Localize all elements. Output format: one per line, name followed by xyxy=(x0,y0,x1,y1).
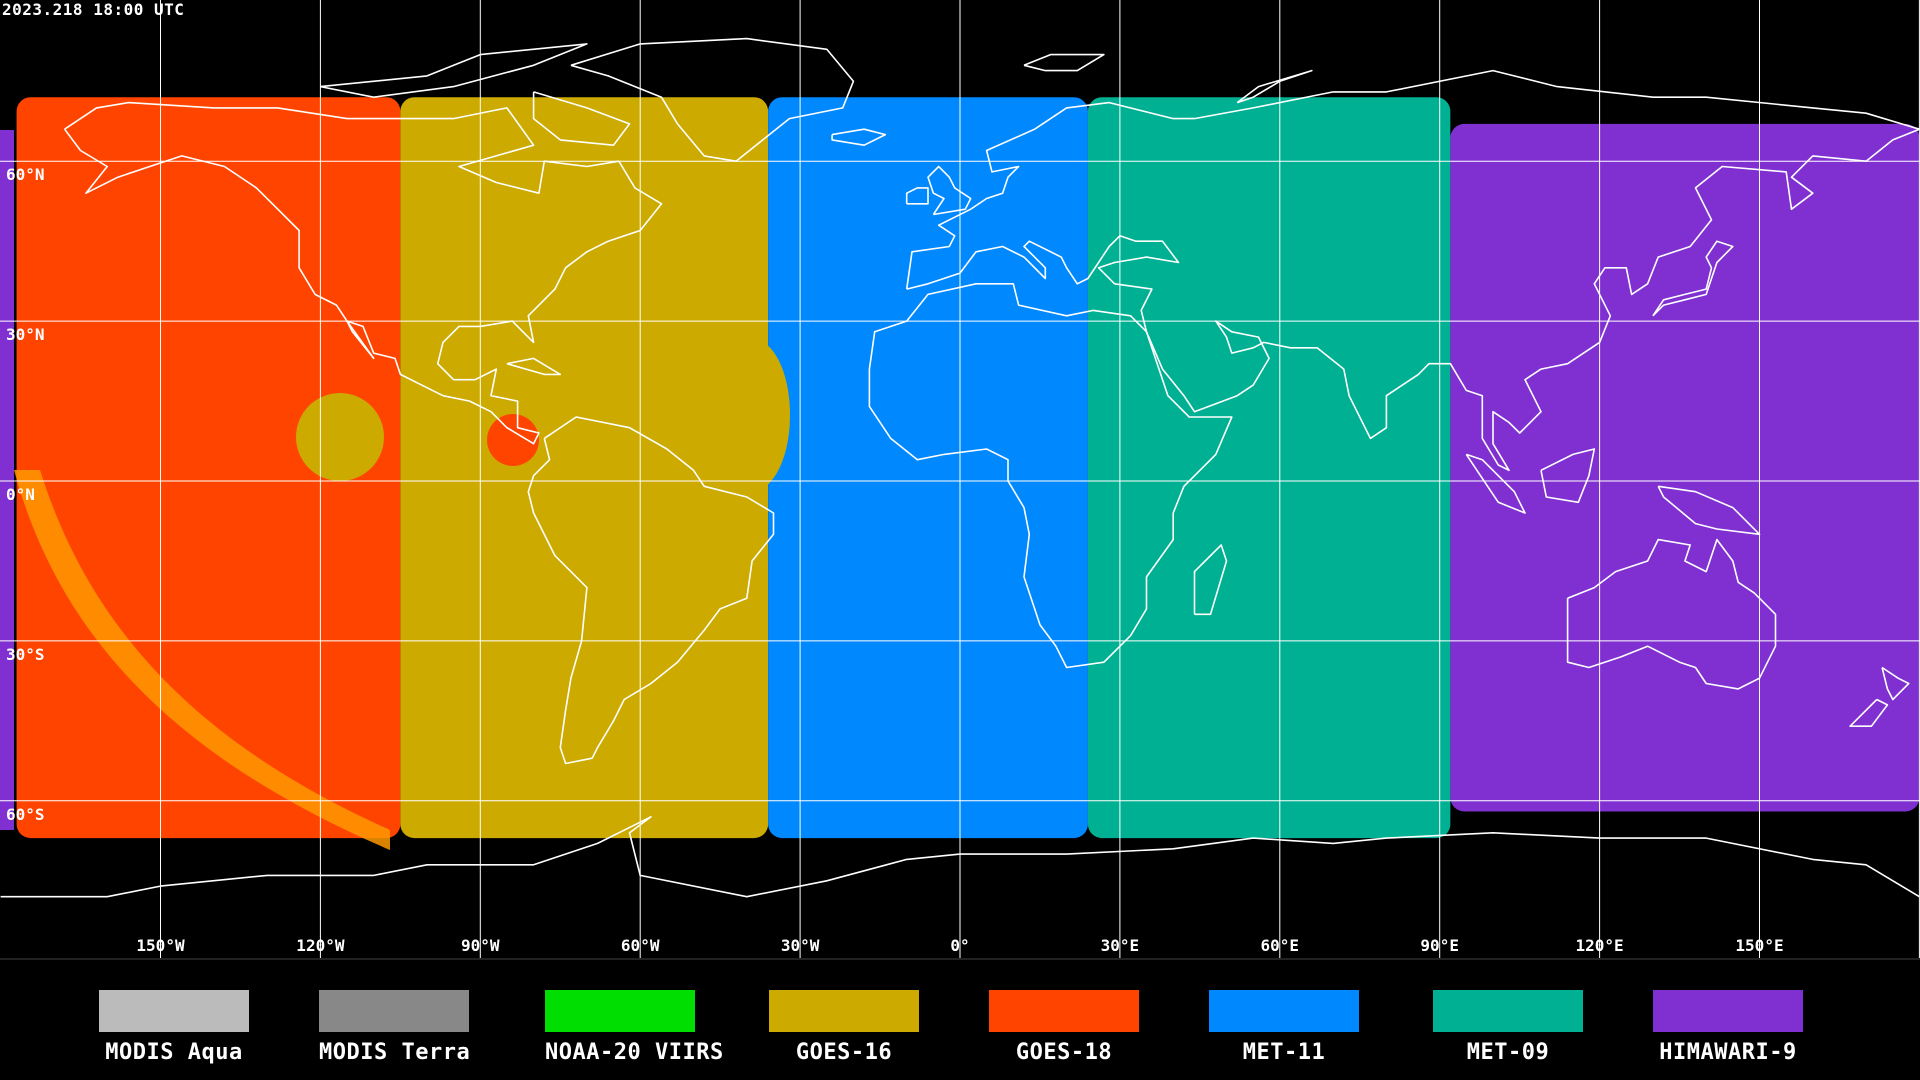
longitude-label: 150°E xyxy=(1735,936,1784,955)
longitude-label: 30°E xyxy=(1100,936,1140,955)
coastline-ireland xyxy=(905,187,929,205)
coastline-new-zealand-south xyxy=(1849,698,1889,728)
longitude-label: 60°E xyxy=(1260,936,1300,955)
legend-item: MODIS Terra xyxy=(319,990,471,1065)
graticule xyxy=(0,0,1920,958)
legend-item: NOAA-20 VIIRS xyxy=(545,990,724,1065)
coastline-australia xyxy=(1566,538,1777,690)
coastlines xyxy=(0,37,1920,898)
satellite-coverage-layer xyxy=(16,97,1920,839)
longitude-label: 120°W xyxy=(296,936,345,955)
coastline-new-guinea xyxy=(1657,485,1761,536)
coastline-cuba xyxy=(506,357,562,376)
legend-label: MODIS Terra xyxy=(319,1040,471,1065)
latitude-label: 60°N xyxy=(6,165,45,185)
legend-item: MODIS Aqua xyxy=(99,990,249,1065)
world-map xyxy=(0,0,1920,958)
legend-label: MET-11 xyxy=(1242,1040,1326,1065)
goes16-bulge-pacific xyxy=(296,393,384,481)
coastline-japan xyxy=(1652,240,1734,317)
legend-item: GOES-18 xyxy=(989,990,1139,1065)
coastline-great-britain xyxy=(927,165,972,216)
coastline-baffin xyxy=(532,91,631,146)
legend-item: MET-09 xyxy=(1433,990,1583,1065)
longitude-label: 120°E xyxy=(1575,936,1624,955)
longitude-label: 0° xyxy=(950,936,970,955)
latitude-label: 30°S xyxy=(6,644,45,664)
legend-swatch xyxy=(769,990,919,1032)
longitude-label: 90°W xyxy=(461,936,500,955)
legend-label: GOES-18 xyxy=(1015,1040,1113,1065)
legend-label: GOES-16 xyxy=(795,1040,893,1065)
coastline-north-america xyxy=(63,101,663,445)
latitude-label: 30°N xyxy=(6,325,45,345)
legend-swatch xyxy=(1653,990,1803,1032)
coastline-greenland xyxy=(570,37,855,162)
coastline-new-zealand-north xyxy=(1881,666,1910,701)
goes16-bulge-atlantic xyxy=(760,340,790,490)
coverage-met-11 xyxy=(768,97,1088,839)
coastline-eurasia xyxy=(905,69,1920,472)
coastline-borneo xyxy=(1540,448,1596,504)
himawari-edge-strip xyxy=(0,130,14,830)
legend-swatch xyxy=(319,990,469,1032)
legend-label: MET-09 xyxy=(1466,1040,1550,1065)
longitude-label: 150°W xyxy=(136,936,185,955)
longitude-label: 30°W xyxy=(780,936,820,955)
legend-label: MODIS Aqua xyxy=(105,1040,243,1065)
legend-swatch xyxy=(545,990,695,1032)
coastline-novaya-zemlya xyxy=(1236,69,1313,104)
legend-item: MET-11 xyxy=(1209,990,1359,1065)
satellite-legend: MODIS Aqua MODIS Terra NOAA-20 VIIRS GOES-1… xyxy=(0,960,1920,1080)
legend-item: HIMAWARI-9 xyxy=(1653,990,1803,1065)
coverage-goes-16 xyxy=(400,97,769,839)
latitude-label: 60°S xyxy=(6,804,45,824)
legend-label: NOAA-20 VIIRS xyxy=(545,1040,724,1065)
latitude-label: 0°N xyxy=(6,485,35,504)
goes18-patch-central-america xyxy=(487,414,539,466)
coastline-arctic-islands xyxy=(320,43,588,98)
modis-swath xyxy=(14,470,390,850)
legend-swatch xyxy=(1433,990,1583,1032)
coastline-iceland xyxy=(831,128,887,146)
coverage-himawari-9 xyxy=(1450,123,1920,812)
legend-swatch xyxy=(1209,990,1359,1032)
coastline-antarctica xyxy=(0,815,1920,898)
legend-label: HIMAWARI-9 xyxy=(1659,1040,1797,1065)
coastline-sumatra xyxy=(1465,453,1526,514)
legend-swatch xyxy=(989,990,1139,1032)
coverage-extras xyxy=(0,130,790,850)
legend-swatch xyxy=(99,990,249,1032)
legend-item: GOES-16 xyxy=(769,990,919,1065)
coverage-met-09 xyxy=(1087,97,1451,839)
coastline-svalbard xyxy=(1023,53,1105,72)
coastline-south-america xyxy=(527,416,775,765)
coastline-madagascar xyxy=(1193,544,1228,616)
timestamp: 2023.218 18:00 UTC xyxy=(2,0,185,19)
legend-divider xyxy=(0,958,1920,960)
coastline-africa xyxy=(868,282,1233,669)
longitude-label: 90°E xyxy=(1420,936,1459,955)
longitude-label: 60°W xyxy=(620,936,660,955)
